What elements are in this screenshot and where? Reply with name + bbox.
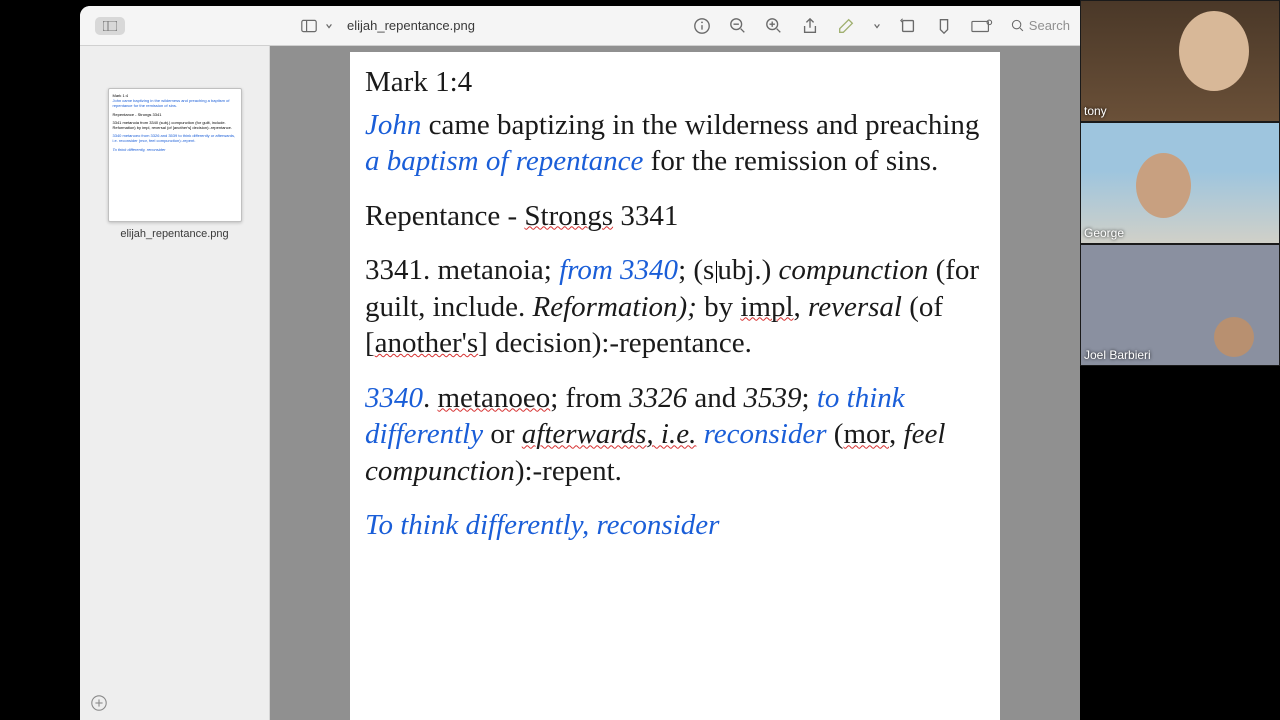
toolbar-right: Search (693, 17, 1070, 35)
content-area: Mark 1:4 John came baptizing in the wild… (80, 46, 1080, 720)
chevron-down-icon[interactable] (325, 22, 333, 30)
zoom-in-icon[interactable] (765, 17, 783, 35)
canvas-area[interactable]: Mark 1:4 John came baptizing in the wild… (270, 46, 1080, 720)
verse-reference: Mark 1:4 (365, 64, 985, 101)
markup-chevron-icon[interactable] (873, 22, 881, 30)
info-icon[interactable] (693, 17, 711, 35)
markup-icon[interactable] (837, 17, 855, 35)
thumbnail-sidebar: Mark 1:4 John came baptizing in the wild… (80, 46, 270, 720)
add-page-icon[interactable] (90, 694, 108, 712)
expand-icon (103, 21, 117, 31)
summary-line: To think differently, reconsider (365, 507, 985, 544)
document-page: Mark 1:4 John came baptizing in the wild… (350, 52, 1000, 720)
preview-app-window: elijah_repentance.png Search Mark 1:4 Jo… (80, 6, 1080, 720)
search-field[interactable]: Search (1011, 18, 1070, 33)
search-icon (1011, 19, 1025, 33)
strongs-3341: 3341. metanoia; from 3340; (subj.) compu… (365, 252, 985, 362)
rotate-icon[interactable] (899, 17, 917, 35)
document-title: elijah_repentance.png (347, 18, 475, 33)
video-tile-2[interactable]: George (1080, 122, 1280, 244)
highlight-icon[interactable] (935, 17, 953, 35)
participant-name: George (1084, 226, 1124, 240)
titlebar: elijah_repentance.png Search (80, 6, 1080, 46)
share-icon[interactable] (801, 17, 819, 35)
repentance-heading: Repentance - Strongs 3341 (365, 198, 985, 235)
video-participants-panel: tony George Joel Barbieri (1080, 0, 1280, 720)
left-black-strip (0, 0, 80, 720)
video-tile-1[interactable]: tony (1080, 0, 1280, 122)
strongs-3340: 3340. metanoeo; from 3326 and 3539; to t… (365, 380, 985, 490)
page-thumbnail[interactable]: Mark 1:4 John came baptizing in the wild… (108, 88, 242, 222)
verse-text: John came baptizing in the wilderness an… (365, 107, 985, 180)
search-placeholder: Search (1029, 18, 1070, 33)
thumbnail-label: elijah_repentance.png (80, 228, 269, 240)
crop-icon[interactable] (971, 17, 993, 35)
video-tile-3[interactable]: Joel Barbieri (1080, 244, 1280, 366)
sidebar-toggle-icon[interactable] (301, 19, 317, 33)
window-controls-collapsed[interactable] (95, 17, 125, 35)
participant-name: Joel Barbieri (1084, 348, 1151, 362)
participant-name: tony (1084, 104, 1107, 118)
zoom-out-icon[interactable] (729, 17, 747, 35)
